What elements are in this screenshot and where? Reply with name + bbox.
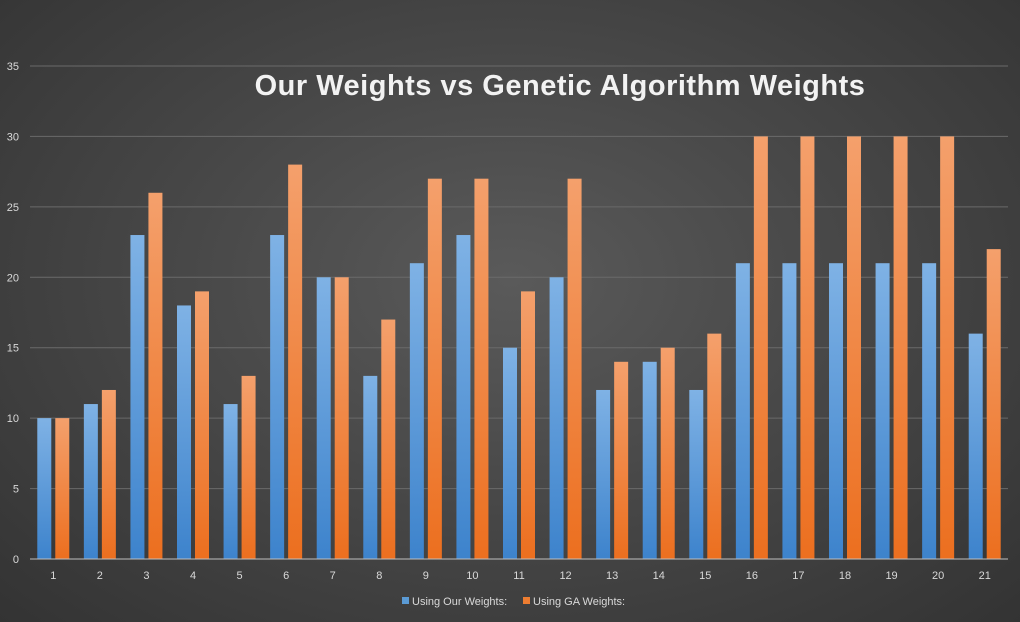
bar-ga-weights-8 (381, 319, 396, 559)
bar-our-weights-1 (37, 418, 52, 559)
bar-ga-weights-1 (55, 418, 70, 559)
bar-ga-weights-2 (101, 389, 116, 559)
x-tick-label: 13 (606, 570, 618, 582)
y-tick-label: 25 (7, 202, 19, 214)
bar-ga-weights-9 (427, 178, 442, 559)
x-tick-label: 8 (376, 570, 382, 582)
bar-ga-weights-13 (614, 361, 629, 559)
x-tick-label: 1 (50, 570, 56, 582)
bar-our-weights-20 (922, 263, 937, 559)
bar-ga-weights-7 (334, 277, 349, 559)
y-tick-label: 0 (13, 554, 19, 566)
bar-our-weights-18 (829, 263, 843, 559)
bar-ga-weights-5 (241, 375, 256, 559)
x-tick-label: 16 (746, 570, 758, 582)
x-tick-label: 11 (513, 570, 524, 582)
x-tick-label: 2 (97, 570, 103, 582)
x-tick-label: 4 (190, 570, 196, 582)
bars (37, 136, 1001, 559)
x-tick-label: 9 (423, 570, 429, 582)
bar-our-weights-8 (363, 375, 378, 559)
bar-our-weights-9 (409, 263, 424, 559)
bar-our-weights-21 (968, 333, 983, 559)
bar-ga-weights-12 (567, 178, 582, 559)
y-tick-label: 20 (7, 272, 19, 284)
x-tick-label: 19 (885, 570, 897, 582)
bar-ga-weights-3 (148, 192, 163, 559)
y-axis-ticks: 0 5 10 15 20 25 30 35 (7, 61, 19, 566)
gridlines (30, 65, 1008, 490)
bar-ga-weights-19 (893, 136, 908, 559)
y-tick-label: 30 (7, 131, 19, 143)
bar-our-weights-6 (270, 235, 285, 559)
bar-our-weights-5 (223, 404, 238, 559)
x-tick-label: 10 (466, 570, 478, 582)
chart-title: Our Weights vs Genetic Algorithm Weights (255, 70, 866, 102)
bar-ga-weights-11 (521, 291, 535, 559)
x-tick-label: 7 (330, 570, 336, 582)
legend-swatch (402, 597, 409, 604)
x-tick-label: 15 (699, 570, 711, 582)
bar-ga-weights-14 (660, 347, 675, 559)
bar-our-weights-16 (735, 263, 750, 559)
bar-ga-weights-18 (847, 136, 861, 559)
x-tick-label: 5 (237, 570, 243, 582)
bar-our-weights-11 (503, 347, 517, 559)
bar-our-weights-2 (83, 404, 98, 559)
bar-our-weights-14 (642, 361, 657, 559)
bar-ga-weights-10 (474, 178, 489, 559)
x-tick-label: 12 (559, 570, 571, 582)
x-tick-label: 14 (653, 570, 665, 582)
bar-ga-weights-6 (288, 164, 303, 559)
bar-our-weights-17 (782, 263, 797, 559)
y-tick-label: 10 (7, 413, 19, 425)
bar-our-weights-4 (177, 305, 191, 559)
bar-ga-weights-15 (707, 333, 722, 559)
x-axis-ticks: 1 2 3 4 5 6 7 8 9 10 11 12 13 14 15 16 17 18 19 20 21 (50, 570, 991, 582)
y-tick-label: 15 (7, 343, 19, 355)
legend: Using Our Weights: Using GA Weights: (402, 596, 625, 608)
bar-ga-weights-21 (986, 249, 1001, 559)
x-tick-label: 21 (979, 570, 991, 582)
legend-label: Using Our Weights: (412, 596, 507, 608)
bar-ga-weights-20 (940, 136, 955, 559)
bar-our-weights-15 (689, 389, 704, 559)
bar-our-weights-12 (549, 277, 564, 559)
bar-ga-weights-16 (753, 136, 768, 559)
bar-ga-weights-17 (800, 136, 815, 559)
bar-ga-weights-4 (195, 291, 209, 559)
x-tick-label: 20 (932, 570, 944, 582)
x-tick-label: 18 (839, 570, 851, 582)
legend-label: Using GA Weights: (533, 596, 625, 608)
bar-our-weights-3 (130, 235, 145, 559)
legend-swatch (523, 597, 530, 604)
y-tick-label: 35 (7, 61, 19, 73)
bar-our-weights-19 (875, 263, 890, 559)
x-tick-label: 17 (792, 570, 804, 582)
bar-our-weights-13 (596, 389, 611, 559)
bar-our-weights-7 (316, 277, 331, 559)
bar-our-weights-10 (456, 235, 471, 559)
y-tick-label: 5 (13, 484, 19, 496)
x-tick-label: 3 (143, 570, 149, 582)
x-tick-label: 6 (283, 570, 289, 582)
